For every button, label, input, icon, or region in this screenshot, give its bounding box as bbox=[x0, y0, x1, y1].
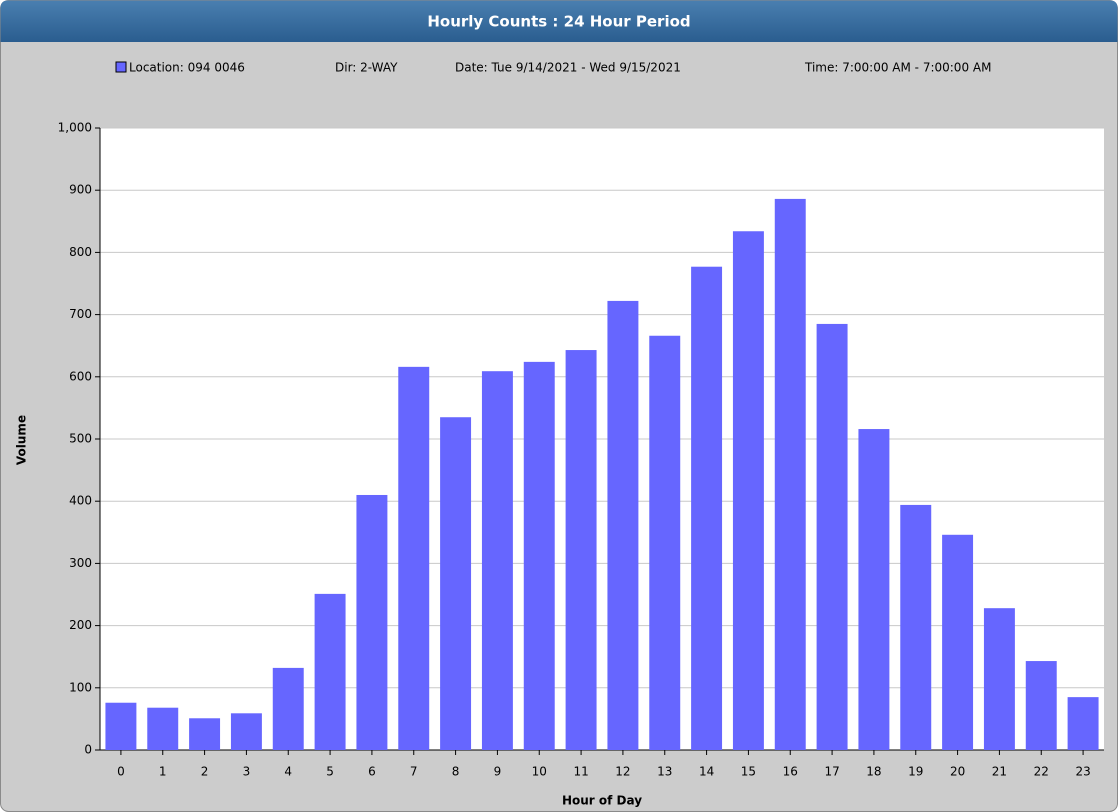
x-axis-label: Hour of Day bbox=[562, 794, 642, 808]
x-tick-label: 15 bbox=[741, 765, 756, 779]
x-tick-label: 13 bbox=[657, 765, 672, 779]
bar bbox=[1025, 661, 1057, 750]
x-tick-label: 18 bbox=[866, 765, 881, 779]
bar bbox=[732, 231, 764, 750]
x-tick-label: 19 bbox=[908, 765, 923, 779]
title-bar bbox=[0, 0, 1118, 42]
bar bbox=[105, 702, 137, 750]
x-tick-label: 4 bbox=[284, 765, 292, 779]
legend-info: Date: Tue 9/14/2021 - Wed 9/15/2021 bbox=[455, 61, 681, 75]
x-tick-label: 2 bbox=[201, 765, 209, 779]
bar bbox=[356, 494, 388, 750]
legend-label: Location: 094 0046 bbox=[129, 61, 245, 75]
y-tick-label: 500 bbox=[69, 432, 92, 446]
legend-info: Dir: 2-WAY bbox=[335, 61, 398, 75]
bar bbox=[858, 429, 890, 750]
x-tick-label: 22 bbox=[1034, 765, 1049, 779]
legend-swatch bbox=[115, 61, 127, 73]
x-tick-label: 1 bbox=[159, 765, 167, 779]
y-tick-label: 300 bbox=[69, 556, 92, 570]
bar bbox=[942, 534, 974, 750]
x-tick-label: 7 bbox=[410, 765, 418, 779]
bar bbox=[523, 361, 555, 750]
bar bbox=[398, 366, 430, 750]
y-tick-label: 900 bbox=[69, 183, 92, 197]
bar bbox=[189, 718, 221, 750]
bar bbox=[983, 608, 1015, 750]
x-tick-label: 0 bbox=[117, 765, 125, 779]
x-tick-label: 11 bbox=[573, 765, 588, 779]
x-tick-label: 9 bbox=[494, 765, 502, 779]
x-tick-label: 3 bbox=[243, 765, 251, 779]
x-tick-label: 10 bbox=[532, 765, 547, 779]
bar bbox=[900, 504, 932, 750]
x-tick-label: 16 bbox=[783, 765, 798, 779]
x-tick-label: 14 bbox=[699, 765, 714, 779]
y-tick-label: 800 bbox=[69, 245, 92, 259]
y-tick-label: 400 bbox=[69, 494, 92, 508]
bar bbox=[649, 335, 681, 750]
y-axis-label: Volume bbox=[15, 415, 29, 465]
x-tick-label: 8 bbox=[452, 765, 460, 779]
x-tick-label: 21 bbox=[992, 765, 1007, 779]
legend-info: Time: 7:00:00 AM - 7:00:00 AM bbox=[804, 61, 991, 75]
bar bbox=[272, 667, 304, 750]
y-tick-label: 600 bbox=[69, 369, 92, 383]
chart-title: Hourly Counts : 24 Hour Period bbox=[427, 13, 690, 31]
x-tick-label: 17 bbox=[824, 765, 839, 779]
bar bbox=[1067, 697, 1099, 750]
x-tick-label: 23 bbox=[1075, 765, 1090, 779]
bar bbox=[481, 371, 513, 750]
x-tick-label: 5 bbox=[326, 765, 334, 779]
x-tick-label: 6 bbox=[368, 765, 376, 779]
bar bbox=[565, 350, 597, 750]
bar bbox=[816, 323, 848, 750]
y-tick-label: 700 bbox=[69, 307, 92, 321]
y-tick-label: 200 bbox=[69, 618, 92, 632]
bar bbox=[230, 713, 262, 750]
bar bbox=[774, 198, 806, 750]
bar bbox=[607, 300, 639, 750]
x-tick-label: 20 bbox=[950, 765, 965, 779]
x-tick-label: 12 bbox=[615, 765, 630, 779]
y-tick-label: 1,000 bbox=[58, 121, 92, 135]
bar bbox=[691, 266, 723, 750]
y-tick-label: 100 bbox=[69, 680, 92, 694]
bar bbox=[147, 707, 179, 750]
y-tick-label: 0 bbox=[84, 743, 92, 757]
bar bbox=[314, 593, 346, 750]
bar bbox=[440, 417, 472, 750]
